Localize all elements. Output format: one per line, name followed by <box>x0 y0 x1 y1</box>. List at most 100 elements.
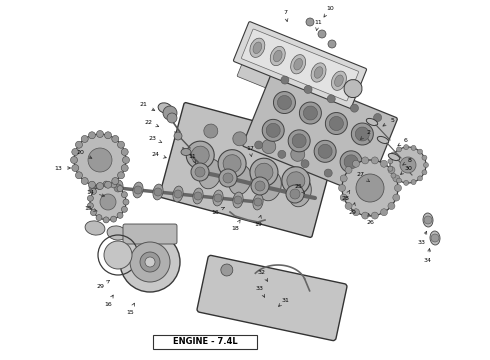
Circle shape <box>118 141 124 148</box>
Circle shape <box>381 160 388 167</box>
Circle shape <box>347 179 355 186</box>
Circle shape <box>381 209 388 216</box>
Circle shape <box>292 134 306 148</box>
Circle shape <box>344 80 362 98</box>
Circle shape <box>223 173 233 183</box>
Circle shape <box>234 196 242 204</box>
Circle shape <box>391 152 396 157</box>
Circle shape <box>130 242 170 282</box>
FancyBboxPatch shape <box>197 255 347 341</box>
Circle shape <box>422 170 427 175</box>
Text: 21: 21 <box>139 103 155 111</box>
Circle shape <box>186 141 214 169</box>
Circle shape <box>340 175 347 182</box>
Circle shape <box>112 177 119 185</box>
Text: ENGINE - 7.4L: ENGINE - 7.4L <box>172 338 237 346</box>
Circle shape <box>88 148 112 172</box>
Circle shape <box>318 30 326 38</box>
Text: 32: 32 <box>258 270 268 281</box>
Ellipse shape <box>193 188 203 204</box>
Circle shape <box>89 132 96 139</box>
Bar <box>105 182 112 191</box>
Bar <box>94 181 100 190</box>
Circle shape <box>214 194 222 202</box>
Circle shape <box>103 217 109 223</box>
Text: 13: 13 <box>54 166 71 171</box>
Circle shape <box>122 192 127 198</box>
Bar <box>90 182 96 191</box>
Circle shape <box>356 174 384 202</box>
Circle shape <box>81 177 88 185</box>
Bar <box>106 182 112 191</box>
Ellipse shape <box>289 177 311 207</box>
Ellipse shape <box>388 153 400 161</box>
Circle shape <box>134 186 142 194</box>
Circle shape <box>345 202 352 210</box>
Circle shape <box>282 167 310 195</box>
Text: 20: 20 <box>76 149 92 158</box>
Circle shape <box>174 190 182 198</box>
Text: 29: 29 <box>348 203 356 215</box>
Circle shape <box>97 183 103 189</box>
Circle shape <box>352 209 360 216</box>
Circle shape <box>281 76 289 84</box>
Circle shape <box>328 40 336 48</box>
Circle shape <box>75 141 82 148</box>
Circle shape <box>219 169 237 187</box>
Text: 10: 10 <box>324 5 334 17</box>
Circle shape <box>396 178 401 183</box>
Text: 11: 11 <box>314 19 322 31</box>
Bar <box>108 181 114 190</box>
FancyBboxPatch shape <box>243 68 397 195</box>
Circle shape <box>262 120 284 141</box>
Text: 15: 15 <box>126 303 134 315</box>
Circle shape <box>371 157 378 164</box>
Circle shape <box>327 95 335 103</box>
Text: 24: 24 <box>151 152 166 158</box>
Circle shape <box>121 148 128 156</box>
Circle shape <box>254 198 262 206</box>
Circle shape <box>195 167 205 177</box>
Circle shape <box>174 132 182 140</box>
Text: 7: 7 <box>283 9 288 22</box>
Circle shape <box>104 241 132 269</box>
Circle shape <box>288 130 310 152</box>
Circle shape <box>100 194 116 210</box>
FancyBboxPatch shape <box>242 29 359 101</box>
Ellipse shape <box>107 226 127 240</box>
Bar <box>93 181 98 190</box>
Circle shape <box>345 167 352 174</box>
Circle shape <box>393 194 400 201</box>
Text: 15: 15 <box>84 206 98 211</box>
Circle shape <box>81 135 88 143</box>
Circle shape <box>344 155 358 169</box>
Circle shape <box>255 163 273 181</box>
Ellipse shape <box>291 55 306 74</box>
Bar <box>105 182 111 191</box>
Text: 33: 33 <box>418 231 427 244</box>
Circle shape <box>417 176 422 181</box>
Circle shape <box>355 127 369 141</box>
Bar <box>95 181 100 190</box>
Circle shape <box>339 184 345 192</box>
Circle shape <box>342 160 398 216</box>
Circle shape <box>303 106 318 120</box>
Circle shape <box>299 102 321 124</box>
Text: 5: 5 <box>383 117 394 126</box>
FancyBboxPatch shape <box>123 224 177 244</box>
Circle shape <box>111 182 117 188</box>
Circle shape <box>163 106 177 120</box>
Circle shape <box>74 134 126 186</box>
Ellipse shape <box>153 184 163 200</box>
Text: 18: 18 <box>231 220 240 230</box>
Ellipse shape <box>213 190 223 206</box>
Circle shape <box>112 135 119 143</box>
Ellipse shape <box>253 194 263 210</box>
Circle shape <box>278 150 286 158</box>
Bar <box>97 180 103 189</box>
Circle shape <box>325 113 347 135</box>
Circle shape <box>287 172 305 190</box>
Bar <box>92 181 98 190</box>
Ellipse shape <box>129 231 149 245</box>
Circle shape <box>120 232 180 292</box>
